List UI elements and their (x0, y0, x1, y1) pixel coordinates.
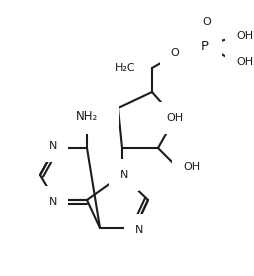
Text: N: N (49, 197, 57, 207)
Text: O: O (170, 48, 179, 58)
Text: OH: OH (235, 31, 252, 41)
Text: O: O (202, 17, 211, 27)
Text: OH: OH (182, 162, 199, 172)
Text: OH: OH (235, 57, 252, 67)
Text: N: N (119, 170, 128, 180)
Text: NH₂: NH₂ (76, 110, 98, 123)
Text: O: O (99, 105, 108, 115)
Text: H₂C: H₂C (115, 63, 135, 73)
Text: N: N (134, 225, 143, 235)
Text: P: P (200, 41, 208, 54)
Text: N: N (49, 141, 57, 151)
Text: OH: OH (165, 113, 182, 123)
